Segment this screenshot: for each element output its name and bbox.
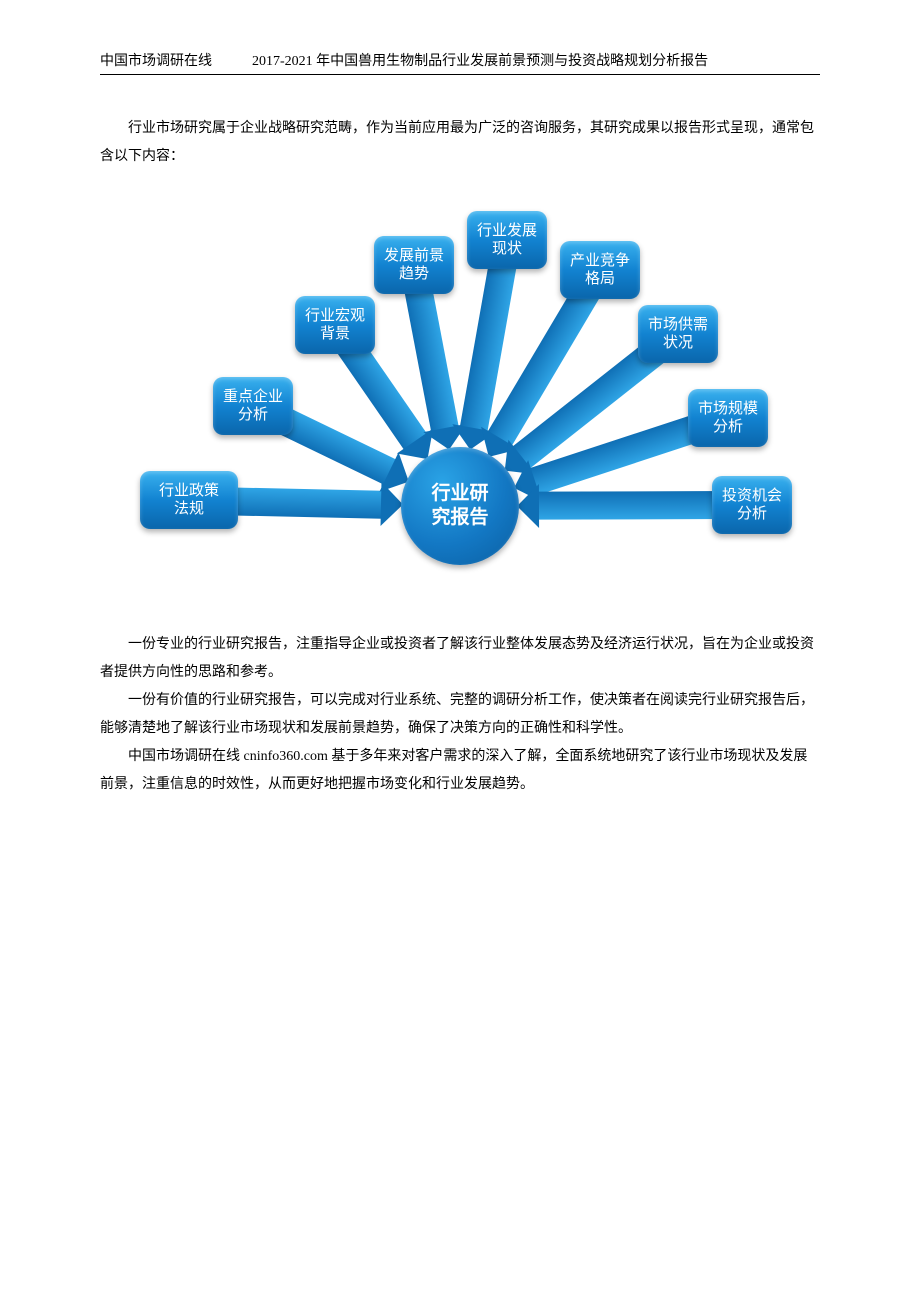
diagram-node: 行业宏观背景 [295,296,375,354]
diagram-node: 市场供需状况 [638,305,718,363]
intro-paragraph: 行业市场研究属于企业战略研究范畴，作为当前应用最为广泛的咨询服务，其研究成果以报… [100,115,820,171]
diagram-node: 行业政策法规 [140,471,238,529]
diagram-container: 行业研究报告 行业政策法规 重点企业分析 行业宏观背景发展前景趋势行业发展现状产业竞争… [100,201,820,601]
body-paragraph-3: 中国市场调研在线 cninfo360.com 基于多年来对客户需求的深入了解，全… [100,743,820,799]
diagram-node-label: 产业竞争格局 [570,252,630,288]
diagram-hub: 行业研究报告 [401,447,519,565]
diagram-node-label: 行业发展现状 [477,222,537,258]
diagram-node-label: 市场供需状况 [648,316,708,352]
diagram-node-label: 发展前景趋势 [384,247,444,283]
page-header: 中国市场调研在线 2017-2021 年中国兽用生物制品行业发展前景预测与投资战… [100,50,820,75]
diagram-node-label: 重点企业分析 [223,388,283,424]
arrow-head-icon [517,484,539,528]
diagram-node: 发展前景趋势 [374,236,454,294]
arrow-shaft [405,285,460,433]
header-right-text: 2017-2021 年中国兽用生物制品行业发展前景预测与投资战略规划分析报告 [252,50,820,70]
hub-label: 行业研究报告 [431,482,488,530]
diagram-node: 行业发展现状 [467,211,547,269]
body-paragraph-2: 一份有价值的行业研究报告，可以完成对行业系统、完整的调研分析工作，使决策者在阅读… [100,687,820,743]
header-left-text: 中国市场调研在线 [100,50,212,70]
diagram-node-label: 投资机会分析 [722,487,782,523]
diagram-node: 产业竞争格局 [560,241,640,299]
body-paragraph-1: 一份专业的行业研究报告，注重指导企业或投资者了解该行业整体发展态势及经济运行状况… [100,631,820,687]
diagram-node: 投资机会分析 [712,476,792,534]
diagram-node-label: 行业宏观背景 [305,307,365,343]
diagram-node: 市场规模分析 [688,389,768,447]
diagram-node: 重点企业分析 [213,377,293,435]
radial-diagram: 行业研究报告 行业政策法规 重点企业分析 行业宏观背景发展前景趋势行业发展现状产业竞争… [100,201,820,601]
diagram-node-label: 市场规模分析 [698,400,758,436]
arrow-shaft [537,491,729,520]
diagram-node-label: 行业政策法规 [159,482,219,518]
document-page: 中国市场调研在线 2017-2021 年中国兽用生物制品行业发展前景预测与投资战… [0,0,920,1302]
